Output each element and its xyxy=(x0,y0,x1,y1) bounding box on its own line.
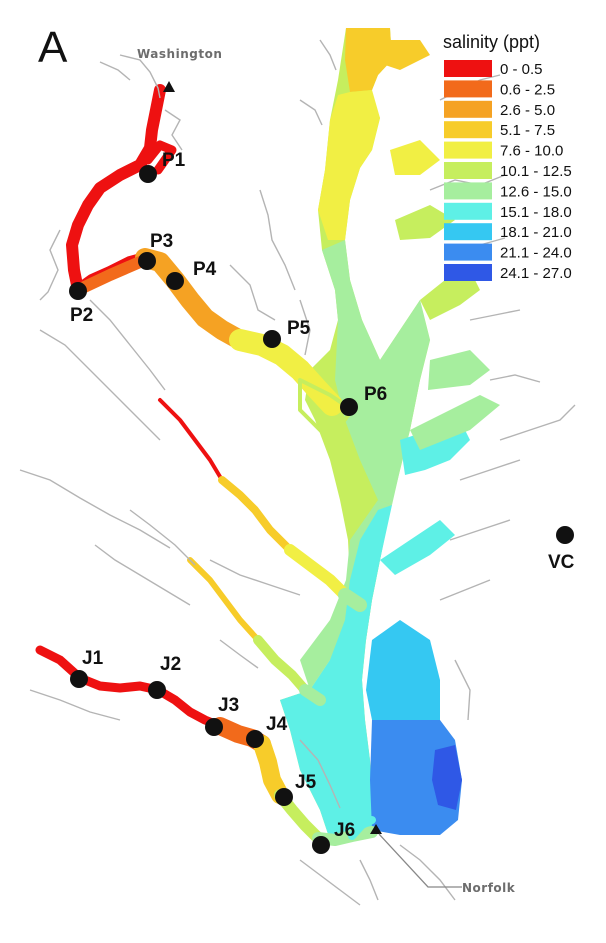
norfolk-marker-icon xyxy=(370,824,382,834)
sampling-sites: P1 P2 P3 P4 P5 P6 VC J1 J2 J3 J4 J5 J6 xyxy=(69,150,575,854)
site-j1-marker xyxy=(70,670,88,688)
site-p5-marker xyxy=(263,330,281,348)
city-markers xyxy=(163,81,462,888)
site-j6-marker xyxy=(312,836,330,854)
legend-swatch xyxy=(444,223,492,241)
site-p4-marker xyxy=(166,272,184,290)
legend-swatch xyxy=(444,60,492,77)
salinity-legend: salinity (ppt) 0 - 0.5 0.6 - 2.5 2.6 - 5.0… xyxy=(443,32,572,282)
legend-swatch xyxy=(444,264,492,281)
site-j1-label: J1 xyxy=(82,648,104,669)
legend-label: 2.6 - 5.0 xyxy=(500,102,555,119)
legend-label: 10.1 - 12.5 xyxy=(500,163,572,180)
legend-swatch xyxy=(444,243,492,261)
site-p1-label: P1 xyxy=(162,150,186,171)
norfolk-label: Norfolk xyxy=(462,881,516,895)
site-j5-label: J5 xyxy=(295,772,317,793)
site-p2-label: P2 xyxy=(70,305,93,326)
legend-label: 21.1 - 24.0 xyxy=(500,245,572,262)
york-river xyxy=(187,557,326,706)
washington-label: Washington xyxy=(137,47,222,61)
legend-swatch xyxy=(444,182,492,200)
washington-marker-icon xyxy=(163,81,175,92)
site-p3-marker xyxy=(138,252,156,270)
site-j6-label: J6 xyxy=(334,820,355,841)
legend-label: 5.1 - 7.5 xyxy=(500,122,555,139)
legend-swatch xyxy=(444,141,492,159)
site-p6-marker xyxy=(340,398,358,416)
legend-swatch xyxy=(444,162,492,179)
panel-letter: A xyxy=(38,23,68,72)
legend-swatch xyxy=(444,202,492,220)
legend-label: 24.1 - 27.0 xyxy=(500,265,572,282)
legend-swatch xyxy=(444,80,492,98)
site-j4-marker xyxy=(246,730,264,748)
legend-swatch xyxy=(444,100,492,118)
legend-title: salinity (ppt) xyxy=(443,32,540,52)
site-j2-label: J2 xyxy=(160,654,181,675)
norfolk-leader-line xyxy=(378,833,462,888)
site-vc-label: VC xyxy=(548,552,575,573)
legend-label: 18.1 - 21.0 xyxy=(500,224,572,241)
potomac-river xyxy=(66,84,354,442)
legend-label: 0 - 0.5 xyxy=(500,61,543,78)
site-j3-marker xyxy=(205,718,223,736)
site-j4-label: J4 xyxy=(266,714,288,735)
legend-label: 7.6 - 10.0 xyxy=(500,143,563,160)
site-p2-marker xyxy=(69,282,87,300)
site-p3-label: P3 xyxy=(150,231,173,252)
legend-items: 0 - 0.5 0.6 - 2.5 2.6 - 5.0 5.1 - 7.5 7.6 - … xyxy=(444,60,572,282)
site-j2-marker xyxy=(148,681,166,699)
site-p1-marker xyxy=(139,165,157,183)
site-j3-label: J3 xyxy=(218,695,239,716)
bay-mainstem xyxy=(280,28,470,840)
legend-label: 15.1 - 18.0 xyxy=(500,204,572,221)
site-vc-marker xyxy=(556,526,574,544)
legend-label: 0.6 - 2.5 xyxy=(500,81,555,98)
eastern-shore-estuaries xyxy=(380,40,500,575)
legend-swatch xyxy=(444,121,492,139)
rappahannock-river xyxy=(158,398,367,612)
site-p6-label: P6 xyxy=(364,384,387,405)
legend-label: 12.6 - 15.0 xyxy=(500,183,572,200)
site-p4-label: P4 xyxy=(193,259,217,280)
site-p5-label: P5 xyxy=(287,318,311,339)
site-j5-marker xyxy=(275,788,293,806)
